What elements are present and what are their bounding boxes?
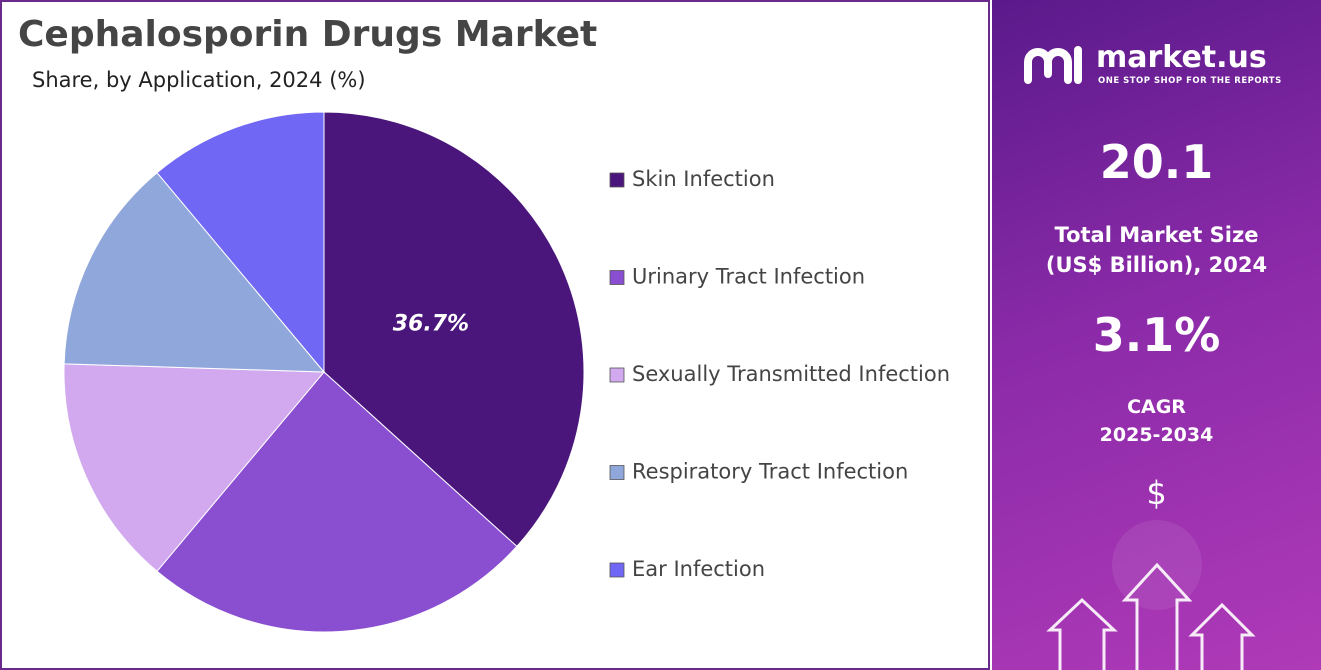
pie-slice — [156, 371, 518, 633]
legend-label: Urinary Tract Infection — [632, 265, 865, 289]
data-label: 36.7% — [393, 312, 469, 337]
market-size: 20.1 — [1099, 135, 1214, 189]
chart-title: Cephalosporin Drugs Market — [18, 14, 598, 55]
pie-slice — [323, 111, 585, 548]
legend-swatch — [609, 367, 625, 383]
sidebar: market.us ONE STOP SHOP FOR THE REPORTS … — [992, 0, 1321, 670]
logo-icon — [1024, 46, 1082, 84]
legend-label: Sexually Transmitted Infection — [632, 362, 950, 386]
currency-icon: $ — [1146, 474, 1167, 512]
legend-label: Skin Infection — [632, 167, 775, 191]
cagr-label: CAGR — [1127, 396, 1186, 418]
cagr-label: 2025-2034 — [1099, 424, 1214, 446]
legend-swatch — [609, 172, 625, 188]
logo-text: market.us — [1096, 40, 1267, 75]
legend-label: Respiratory Tract Infection — [632, 460, 908, 484]
market-size-label: Total Market Size — [1054, 223, 1259, 247]
chart-subtitle: Share, by Application, 2024 (%) — [32, 68, 366, 92]
legend-swatch — [609, 270, 625, 285]
decor — [1046, 520, 1256, 670]
legend-label: Ear Infection — [632, 557, 765, 581]
cagr: 3.1% — [1092, 308, 1221, 362]
legend-swatch — [609, 465, 625, 480]
chart-panel: Cephalosporin Drugs Market Share, by App… — [0, 0, 990, 670]
logo: market.us ONE STOP SHOP FOR THE REPORTS — [1022, 40, 1292, 90]
market-size-label: (US$ Billion), 2024 — [1045, 253, 1268, 277]
pie-slice — [63, 363, 326, 572]
legend-swatch — [609, 562, 625, 578]
pie-slice — [63, 172, 326, 373]
logo-tagline: ONE STOP SHOP FOR THE REPORTS — [1098, 76, 1282, 86]
chart: 36.7% Skin Infection Urinary Tract Infecti… — [63, 111, 950, 633]
pie-slice — [156, 111, 325, 374]
